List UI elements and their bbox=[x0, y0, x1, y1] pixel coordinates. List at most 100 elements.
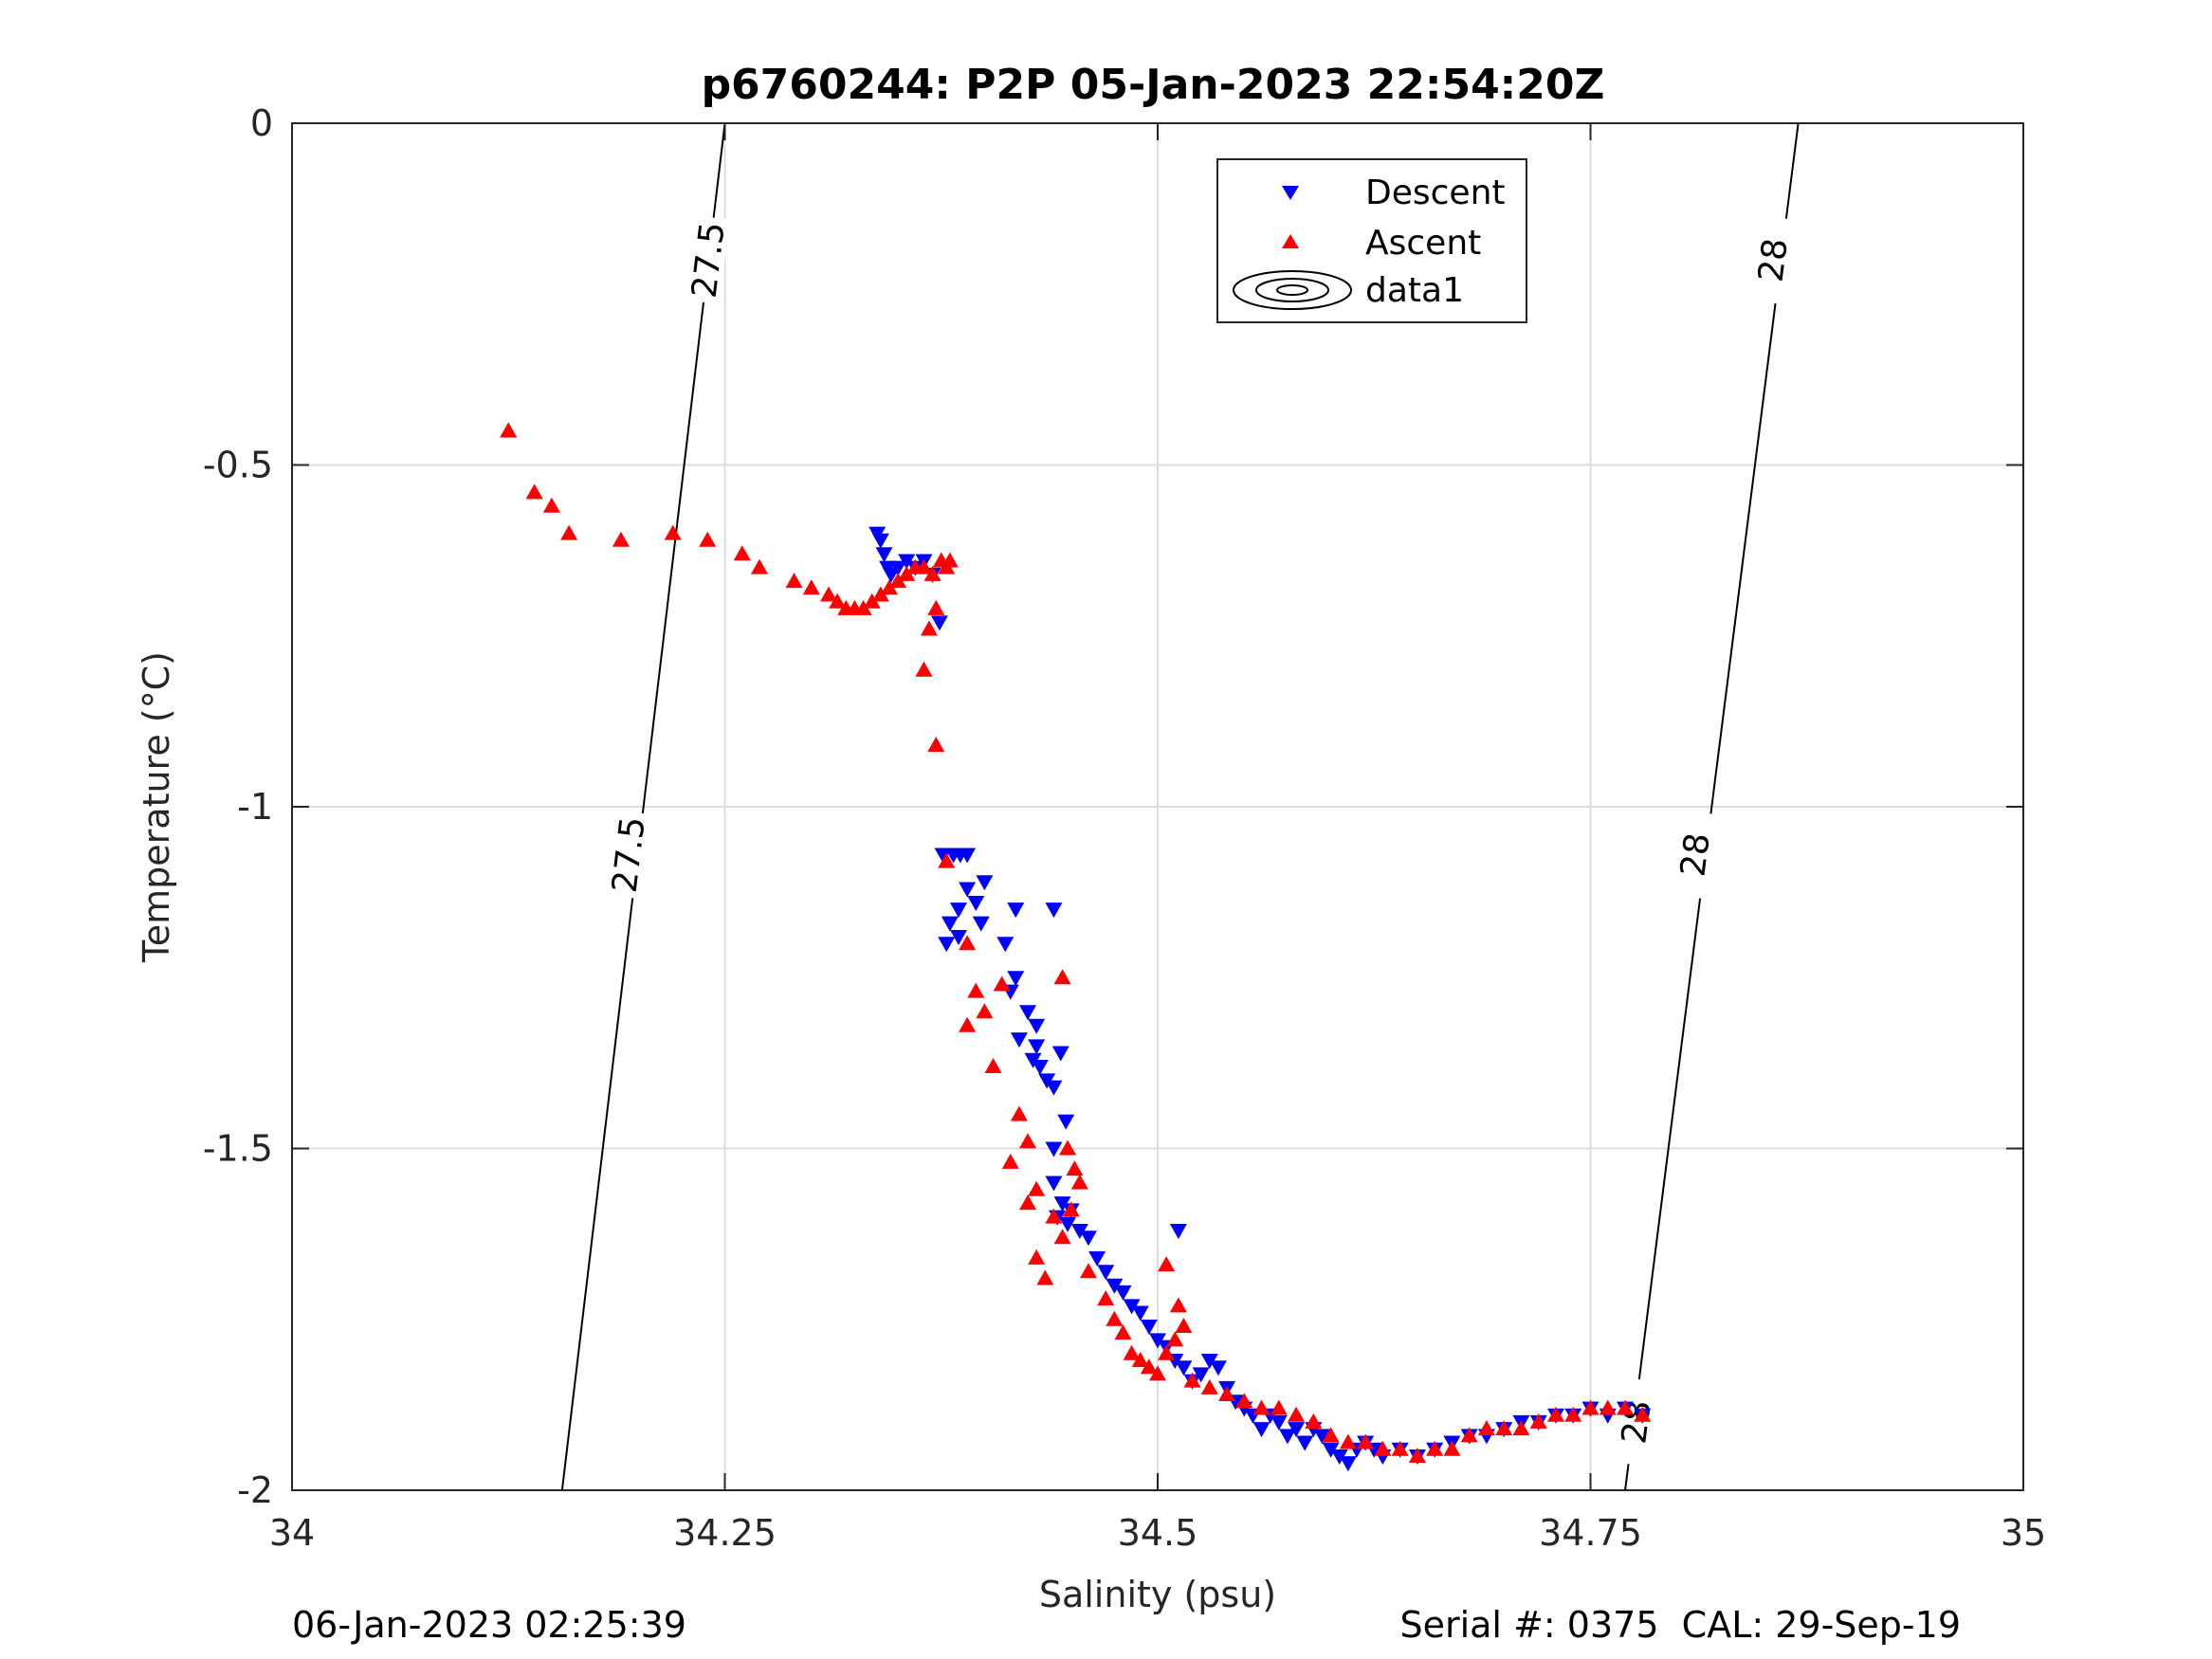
contour-label: 27.5 bbox=[606, 814, 653, 894]
descent-point-19 bbox=[950, 902, 968, 919]
legend-box bbox=[1216, 158, 1527, 323]
descent-point-38 bbox=[1045, 1141, 1063, 1158]
ascent-point-77 bbox=[1374, 1440, 1392, 1456]
ascent-point-54 bbox=[1097, 1290, 1115, 1306]
y-tick-label: -0.5 bbox=[203, 445, 273, 486]
ascent-point-9 bbox=[751, 558, 769, 574]
x-axis-label: Salinity (psu) bbox=[1039, 1574, 1276, 1615]
y-tick-label: -1 bbox=[237, 786, 273, 828]
x-tick-label: 34.25 bbox=[673, 1512, 777, 1554]
ascent-point-57 bbox=[1123, 1344, 1141, 1360]
x-tick-label: 34.5 bbox=[1118, 1512, 1198, 1554]
ascent-point-23 bbox=[915, 558, 933, 574]
descent-point-10 bbox=[930, 615, 948, 631]
descent-point-60 bbox=[1200, 1354, 1218, 1370]
y-tick-label: 0 bbox=[250, 102, 273, 144]
contour-label-bg bbox=[1672, 810, 1717, 900]
legend-contour-label: data1 bbox=[1365, 271, 1464, 310]
legend-contour-icon bbox=[1233, 270, 1352, 310]
ascent-point-33 bbox=[959, 935, 977, 951]
descent-point-20 bbox=[941, 916, 959, 932]
ascent-point-10 bbox=[785, 573, 803, 589]
ascent-point-12 bbox=[820, 586, 838, 602]
ascent-point-29 bbox=[920, 620, 938, 636]
ascent-point-91 bbox=[1617, 1399, 1635, 1415]
descent-point-37 bbox=[1057, 1114, 1075, 1130]
descent-point-26 bbox=[1007, 971, 1025, 987]
ascent-point-39 bbox=[984, 1057, 1002, 1073]
ascent-point-75 bbox=[1339, 1433, 1357, 1449]
legend: Descent Ascent data1 bbox=[1216, 158, 1527, 323]
descent-point-2 bbox=[875, 547, 893, 563]
ascent-point-35 bbox=[976, 1003, 994, 1019]
x-tick-label: 34.75 bbox=[1539, 1512, 1642, 1554]
contour-label-bg bbox=[606, 810, 650, 900]
x-tick-label: 35 bbox=[2001, 1512, 2046, 1554]
ascent-point-43 bbox=[1028, 1180, 1046, 1196]
ascent-point-20 bbox=[889, 573, 907, 589]
ascent-point-92 bbox=[1634, 1406, 1652, 1422]
descent-point-43 bbox=[1059, 1216, 1077, 1232]
descent-point-40 bbox=[1053, 1196, 1071, 1212]
ascent-point-49 bbox=[1062, 1201, 1080, 1217]
descent-point-73 bbox=[1313, 1429, 1331, 1445]
ascent-point-3 bbox=[542, 497, 560, 513]
descent-point-59 bbox=[1192, 1367, 1210, 1383]
descent-point-47 bbox=[1097, 1265, 1115, 1281]
descent-point-35 bbox=[1045, 1080, 1063, 1096]
descent-point-33 bbox=[1031, 1059, 1049, 1075]
contour-label: 28 bbox=[1673, 830, 1717, 879]
ascent-point-50 bbox=[1053, 1229, 1071, 1245]
ascent-point-38 bbox=[1053, 969, 1071, 985]
ascent-point-59 bbox=[1140, 1358, 1158, 1375]
descent-point-66 bbox=[1252, 1422, 1271, 1438]
footer-timestamp: 06-Jan-2023 02:25:39 bbox=[292, 1604, 686, 1646]
ascent-point-53 bbox=[1079, 1263, 1097, 1279]
descent-point-21 bbox=[938, 937, 956, 953]
ascent-point-46 bbox=[1059, 1139, 1077, 1156]
ascent-point-60 bbox=[1149, 1365, 1166, 1381]
descent-point-76 bbox=[1339, 1456, 1357, 1472]
descent-point-46 bbox=[1088, 1250, 1106, 1267]
descent-point-49 bbox=[1114, 1285, 1132, 1301]
ascent-point-2 bbox=[525, 483, 543, 500]
ascent-point-65 bbox=[1158, 1256, 1176, 1272]
contour-line-27.5 bbox=[560, 122, 726, 1491]
ascent-point-63 bbox=[1169, 1297, 1187, 1313]
contour-label: 27.5 bbox=[686, 220, 733, 300]
ascent-point-42 bbox=[1001, 1153, 1019, 1169]
ascent-point-1 bbox=[500, 422, 518, 438]
legend-descent-label: Descent bbox=[1365, 173, 1506, 212]
contour-label-bg bbox=[686, 215, 730, 305]
ascent-point-47 bbox=[1066, 1160, 1084, 1176]
ascent-point-87 bbox=[1546, 1406, 1564, 1422]
ascent-point-76 bbox=[1357, 1433, 1375, 1449]
ascent-point-4 bbox=[560, 524, 578, 540]
ascent-point-85 bbox=[1512, 1420, 1530, 1436]
ascent-point-37 bbox=[993, 975, 1011, 992]
descent-point-70 bbox=[1288, 1422, 1306, 1438]
ascent-point-69 bbox=[1235, 1393, 1253, 1409]
descent-point-50 bbox=[1123, 1299, 1141, 1315]
descent-point-30 bbox=[1010, 1032, 1028, 1048]
descent-point-48 bbox=[1106, 1278, 1124, 1294]
contour-label-bg bbox=[1613, 1376, 1658, 1467]
descent-point-74 bbox=[1322, 1442, 1340, 1458]
ascent-point-55 bbox=[1106, 1310, 1124, 1326]
y-tick-label: -1.5 bbox=[203, 1128, 273, 1170]
descent-point-15 bbox=[959, 882, 977, 898]
descent-point-16 bbox=[967, 895, 985, 911]
descent-point-71 bbox=[1296, 1435, 1314, 1451]
descent-point-57 bbox=[1175, 1360, 1193, 1376]
ascent-point-32 bbox=[938, 852, 956, 868]
descent-point-69 bbox=[1278, 1429, 1296, 1445]
descent-point-18 bbox=[972, 916, 990, 932]
ascent-point-16 bbox=[854, 599, 872, 615]
descent-point-61 bbox=[1209, 1360, 1227, 1376]
descent-point-29 bbox=[1028, 1018, 1046, 1034]
descent-point-25 bbox=[1045, 902, 1063, 919]
descent-point-75 bbox=[1330, 1449, 1348, 1465]
ascent-point-67 bbox=[1200, 1378, 1218, 1395]
ascent-point-31 bbox=[927, 737, 945, 753]
